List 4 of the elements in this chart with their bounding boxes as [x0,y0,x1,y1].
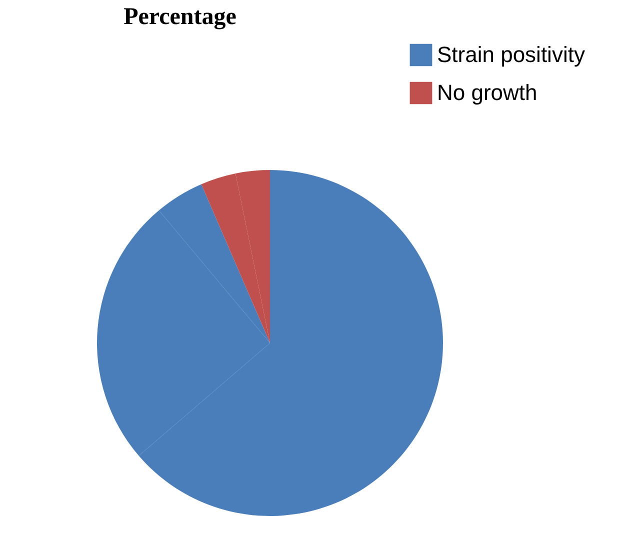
legend-label: Strain positivity [437,42,585,67]
pie-slice [201,173,270,343]
chart-title: Percentage [124,4,237,30]
legend-label: No growth [437,80,538,105]
